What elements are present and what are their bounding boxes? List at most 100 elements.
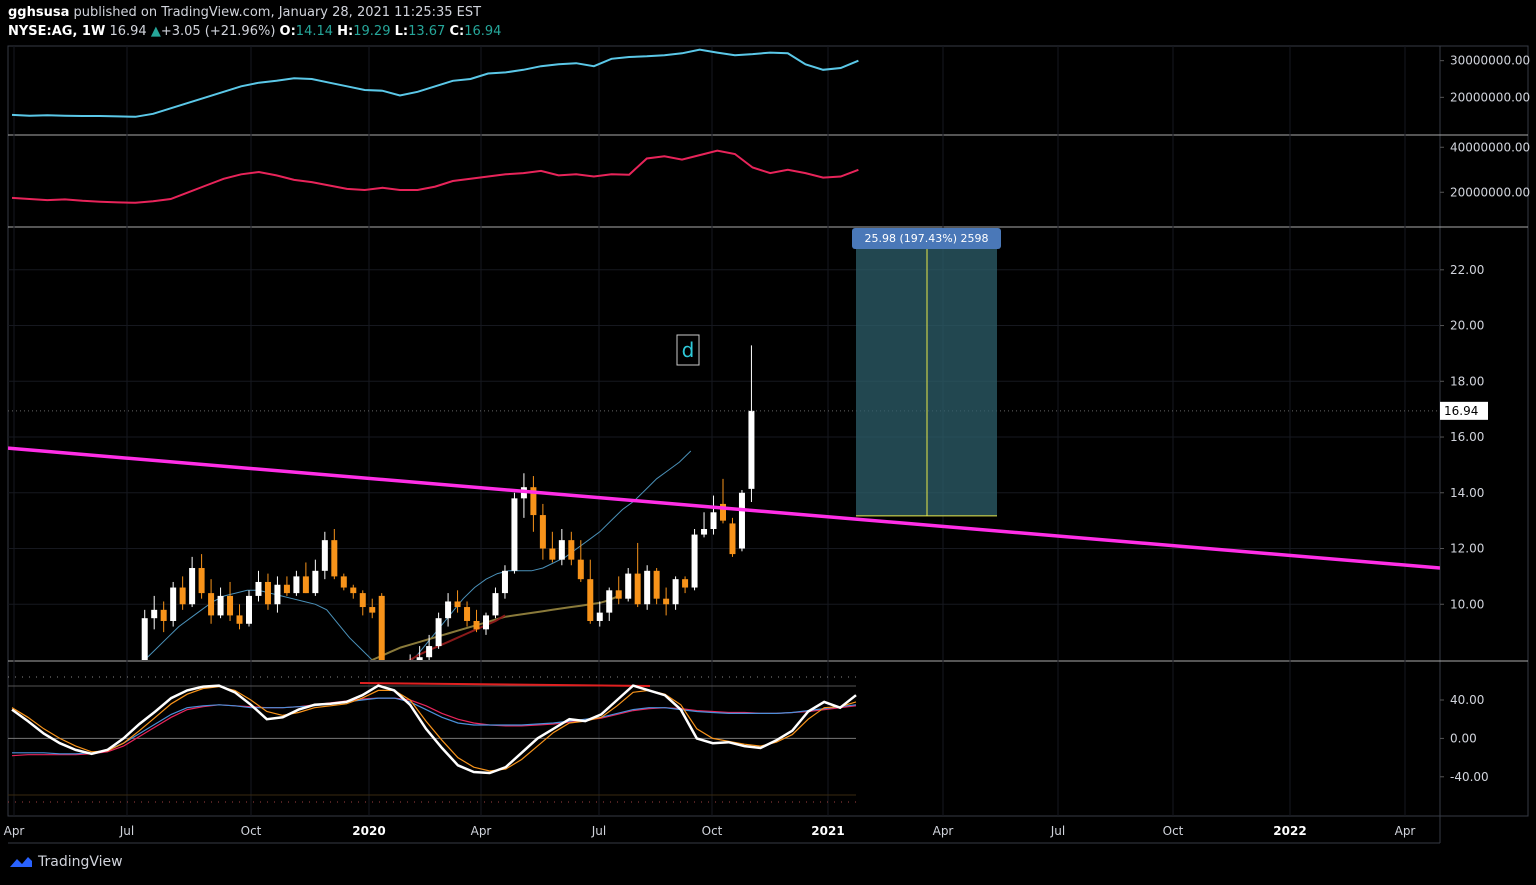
candle-body bbox=[378, 595, 385, 660]
candle-body bbox=[198, 568, 205, 594]
candle-body bbox=[720, 503, 726, 521]
candle-body bbox=[340, 576, 347, 588]
low-label: L: bbox=[394, 24, 409, 39]
candle-body bbox=[558, 540, 565, 560]
candle-body bbox=[350, 587, 357, 594]
high-label: H: bbox=[337, 24, 354, 39]
ma-mid-line bbox=[370, 594, 620, 660]
time-tick-label: Jul bbox=[1050, 824, 1065, 838]
published-text: published on TradingView.com, January 28… bbox=[73, 5, 482, 20]
price-axis-tick: 22.00 bbox=[1450, 263, 1484, 277]
publisher-line: gghsusa published on TradingView.com, Ja… bbox=[8, 5, 481, 20]
osc-divergence-line bbox=[359, 682, 651, 687]
time-tick-label: Apr bbox=[1395, 824, 1416, 838]
candle-body bbox=[464, 607, 471, 621]
candle-body bbox=[615, 590, 622, 599]
candle-body bbox=[435, 618, 442, 647]
osc-axis-tick: -40.00 bbox=[1450, 770, 1489, 784]
candle-body bbox=[312, 570, 319, 594]
price-axis-tick: 20.00 bbox=[1450, 319, 1484, 333]
time-tick-label: Apr bbox=[4, 824, 25, 838]
candle-body bbox=[189, 568, 196, 605]
time-tick-label: Oct bbox=[702, 824, 723, 838]
candle-body bbox=[682, 579, 689, 588]
osc-avg-red-line bbox=[11, 697, 857, 757]
candle-body bbox=[236, 615, 243, 624]
osc-axis-tick: 40.00 bbox=[1450, 693, 1484, 707]
v2-axis-tick: 20000000.00 bbox=[1450, 185, 1530, 199]
time-tick-label: 2021 bbox=[811, 824, 844, 838]
candle-body bbox=[454, 601, 461, 608]
candle-body bbox=[738, 492, 745, 549]
brand-text: TradingView bbox=[38, 854, 123, 870]
osc-slow-line bbox=[11, 685, 857, 772]
candle-body bbox=[208, 593, 215, 616]
candle-body bbox=[691, 534, 698, 588]
candle-body bbox=[331, 540, 338, 577]
d-label-box bbox=[676, 334, 700, 366]
open-label: O: bbox=[279, 24, 296, 39]
candle-body bbox=[492, 593, 499, 616]
last-price-badge bbox=[1440, 401, 1488, 420]
v2-axis-tick: 40000000.00 bbox=[1450, 140, 1530, 154]
publisher-name[interactable]: gghsusa bbox=[8, 5, 70, 20]
candle-body bbox=[283, 584, 290, 594]
osc-fast-line bbox=[11, 684, 857, 775]
ma-long-line bbox=[408, 614, 506, 660]
candle-body bbox=[625, 573, 632, 599]
symbol-label[interactable]: NYSE:AG, 1W bbox=[8, 24, 106, 39]
symbol-line: NYSE:AG, 1W 16.94 ▲+3.05 (+21.96%) O:14.… bbox=[8, 24, 501, 39]
candle-body bbox=[606, 590, 613, 613]
candle-body bbox=[398, 677, 404, 694]
time-tick-label: Oct bbox=[241, 824, 262, 838]
close-value: 16.94 bbox=[464, 24, 502, 39]
candle-body bbox=[369, 607, 376, 613]
tradingview-logo-icon bbox=[10, 857, 32, 867]
high-value: 19.29 bbox=[353, 24, 391, 39]
candle-body bbox=[701, 529, 708, 535]
footer-brand[interactable]: TradingView bbox=[8, 854, 123, 870]
candle-body bbox=[672, 579, 679, 605]
candle-body bbox=[473, 620, 480, 630]
candle-body bbox=[274, 584, 281, 605]
candle-body bbox=[359, 593, 366, 608]
osc-axis-tick: 0.00 bbox=[1450, 731, 1477, 745]
time-tick-label: Jul bbox=[119, 824, 134, 838]
candle-body bbox=[264, 581, 271, 605]
price-axis-tick: 18.00 bbox=[1450, 374, 1484, 388]
candle-body bbox=[539, 515, 546, 549]
chart-frame bbox=[7, 45, 1529, 817]
candle-body bbox=[217, 595, 224, 616]
v1-axis-tick: 20000000.00 bbox=[1450, 90, 1530, 104]
time-tick-label: Apr bbox=[471, 824, 492, 838]
price-axis-tick: 16.00 bbox=[1450, 430, 1484, 444]
trendline bbox=[8, 446, 1440, 570]
candle-body bbox=[596, 612, 603, 621]
candle-body bbox=[293, 576, 300, 594]
v1-axis-tick: 30000000.00 bbox=[1450, 54, 1530, 68]
candle-body bbox=[653, 570, 660, 599]
candle-body bbox=[530, 487, 537, 516]
candle-body bbox=[179, 587, 186, 605]
candle-body bbox=[407, 660, 413, 677]
osc-avg-blue-line bbox=[12, 697, 857, 755]
time-tick-label: 2020 bbox=[352, 824, 385, 838]
time-tick-label: Oct bbox=[1163, 824, 1184, 838]
price-pane bbox=[8, 230, 1440, 694]
price-axis-tick: 12.00 bbox=[1450, 542, 1484, 556]
candle-body bbox=[634, 573, 641, 605]
candle-body bbox=[141, 618, 148, 660]
candle-body bbox=[302, 576, 309, 594]
open-value: 14.14 bbox=[295, 24, 334, 39]
candle-body bbox=[483, 615, 489, 630]
time-tick-label: 2022 bbox=[1273, 824, 1306, 838]
candle-body bbox=[511, 498, 518, 571]
volume-ma-line-1 bbox=[11, 48, 859, 118]
time-tick-label: Apr bbox=[933, 824, 954, 838]
candle-body bbox=[729, 523, 736, 555]
candle-body bbox=[227, 595, 234, 616]
close-label: C: bbox=[449, 24, 465, 39]
candle-body bbox=[644, 570, 651, 605]
measure-label-text: 25.98 (197.43%) 2598 bbox=[864, 232, 988, 245]
